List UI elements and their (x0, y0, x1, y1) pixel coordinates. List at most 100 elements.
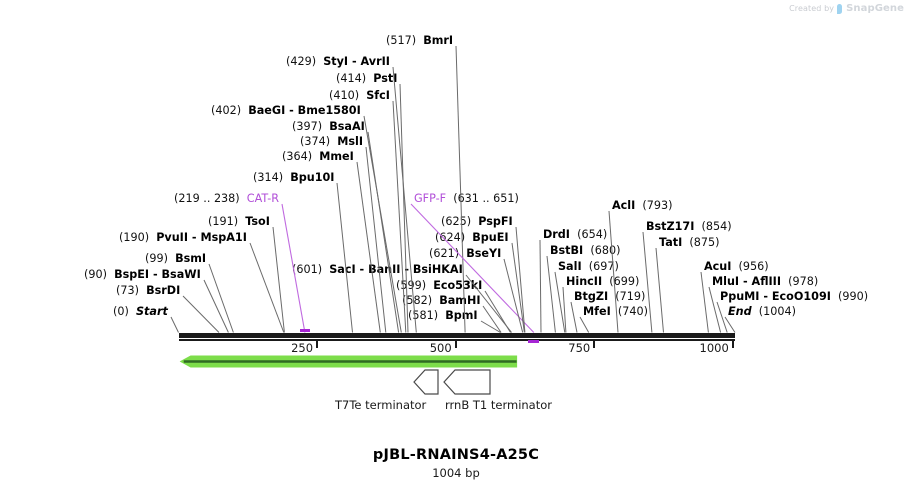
label-position: (719) (615, 290, 646, 303)
enzyme-label-btgzi[interactable]: BtgZI (719) (574, 291, 645, 303)
enzyme-label-bpmi[interactable]: (581) BpmI (408, 310, 478, 322)
label-name: BstZ17I (646, 220, 695, 233)
ruler-tick-250 (316, 339, 319, 348)
enzyme-label-cat-r[interactable]: (219 .. 238) CAT-R (174, 193, 279, 205)
ruler-tick-500 (454, 339, 457, 348)
enzyme-label-pspfi[interactable]: (625) PspFI (441, 216, 513, 228)
label-name: AcuI (704, 260, 732, 273)
leader-line-bsrdi (182, 295, 220, 333)
enzyme-label-mlui-afliii[interactable]: MluI - AflIII (978) (712, 276, 818, 288)
leader-line-pspfi (515, 226, 526, 333)
enzyme-label-sfci[interactable]: (410) SfcI (329, 90, 390, 102)
enzyme-label-msli[interactable]: (374) MslI (300, 136, 363, 148)
label-name: SacI (329, 263, 356, 276)
leader-line-bsmi (208, 263, 234, 333)
enzyme-label-bstbi[interactable]: BstBI (680) (550, 245, 620, 257)
label-name: SfcI (366, 89, 390, 102)
enzyme-label-bpu10i[interactable]: (314) Bpu10I (253, 172, 334, 184)
snapgene-watermark: Created by SnapGene (789, 3, 904, 14)
leader-line-acui (700, 271, 709, 333)
enzyme-label-hincii[interactable]: HincII (699) (566, 276, 639, 288)
label-name: MmeI (319, 150, 354, 163)
label-position: (517) (386, 34, 417, 47)
label-position: (631 .. 651) (453, 192, 519, 205)
enzyme-label-bspei-bsawi[interactable]: (90) BspEI - BsaWI (84, 269, 201, 281)
enzyme-label-drdi[interactable]: DrdI (654) (543, 229, 607, 241)
enzyme-label-mfei[interactable]: MfeI (740) (583, 306, 648, 318)
leader-line-start (170, 316, 179, 333)
enzyme-label-bamhi[interactable]: (582) BamHI (402, 295, 480, 307)
label-name: EcoO109I (771, 290, 831, 303)
enzyme-label-gfp-f[interactable]: GFP-F (631 .. 651) (414, 193, 519, 205)
label-name: HincII (566, 275, 603, 288)
enzyme-label-bsrdi[interactable]: (73) BsrDI (116, 285, 180, 297)
label-name: CAT-R (246, 192, 280, 205)
label-name: BsmI (175, 252, 207, 265)
label-name: Eco53kI (433, 279, 483, 292)
enzyme-label-psti[interactable]: (414) PstI (336, 73, 397, 85)
enzyme-label-ppumi-ecoo109i[interactable]: PpuMI - EcoO109I (990) (720, 291, 868, 303)
label-name: Start (135, 305, 168, 318)
leader-line-hincii (562, 286, 567, 333)
label-name: DrdI (543, 228, 570, 241)
label-position: (956) (738, 260, 769, 273)
leader-line-baegi-bme (363, 115, 402, 333)
enzyme-label-bstz17i[interactable]: BstZ17I (854) (646, 221, 732, 233)
label-name: BspEI (114, 268, 150, 281)
plasmid-length: 1004 bp (432, 466, 480, 480)
label-position: (429) (286, 55, 317, 68)
label-name: Bpu10I (290, 171, 335, 184)
label-name: BanII (368, 263, 401, 276)
primer-bar-cat-r-bar[interactable] (299, 329, 311, 332)
enzyme-label-bmri[interactable]: (517) BmrI (386, 35, 453, 47)
label-name: BsaAI (329, 120, 365, 133)
enzyme-label-acli[interactable]: AclI (793) (612, 200, 673, 212)
label-position: (978) (788, 275, 819, 288)
label-name: BsrDI (146, 284, 181, 297)
enzyme-label-baegi-bme[interactable]: (402) BaeGI - Bme1580I (211, 105, 361, 117)
label-name: TsoI (245, 215, 270, 228)
label-position: (0) (113, 305, 129, 318)
enzyme-label-acui[interactable]: AcuI (956) (704, 261, 769, 273)
leader-line-bspei-bsawi (203, 279, 229, 333)
enzyme-label-bseyi[interactable]: (621) BseYI (429, 248, 501, 260)
enzyme-label-saci-banii-bsihkai[interactable]: (601) SacI - BanII - BsiHKAI (292, 264, 463, 276)
plasmid-title: pJBL-RNAINS4-A25C (372, 447, 540, 463)
leader-line-bpuei (511, 242, 525, 333)
label-position: (581) (408, 309, 439, 322)
label-name: BstBI (550, 244, 584, 257)
enzyme-label-mmei[interactable]: (364) MmeI (282, 151, 354, 163)
label-position: (1004) (758, 305, 796, 318)
enzyme-label-bsaai[interactable]: (397) BsaAI (292, 121, 365, 133)
enzyme-label-start[interactable]: (0) Start (113, 306, 168, 318)
label-position: (740) (617, 305, 648, 318)
leader-line-bpu10i (336, 182, 353, 333)
enzyme-label-styi-avrii[interactable]: (429) StyI - AvrII (286, 56, 390, 68)
leader-line-bseyi (503, 258, 524, 333)
enzyme-label-sali[interactable]: SalI (697) (558, 261, 619, 273)
label-name: MluI (712, 275, 740, 288)
label-position: (190) (119, 231, 150, 244)
enzyme-label-eco53ki[interactable]: (599) Eco53kI (396, 280, 482, 292)
label-name: StyI (323, 55, 349, 68)
label-position: (599) (396, 279, 427, 292)
label-position: (582) (402, 294, 433, 307)
leader-line-tsoi (272, 226, 285, 333)
leader-line-mfei (579, 316, 590, 333)
enzyme-label-tati[interactable]: TatI (875) (659, 237, 719, 249)
watermark-prefix: Created by (789, 4, 835, 13)
label-separator: - (355, 263, 369, 276)
label-position: (624) (435, 231, 466, 244)
label-name: BsiHKAI (412, 263, 463, 276)
leader-line-ppumi-ecoo109i (716, 301, 728, 333)
enzyme-label-end[interactable]: End (1004) (728, 306, 796, 318)
enzyme-label-bpuei[interactable]: (624) BpuEI (435, 232, 509, 244)
enzyme-label-tsoi[interactable]: (191) TsoI (208, 216, 270, 228)
label-position: (793) (642, 199, 673, 212)
enzyme-label-bsmi[interactable]: (99) BsmI (145, 253, 206, 265)
primer-bar-gfp-f-bar[interactable] (528, 340, 540, 343)
label-position: (601) (292, 263, 323, 276)
enzyme-label-pvuii-mspa1i[interactable]: (190) PvuII - MspA1I (119, 232, 247, 244)
label-position: (410) (329, 89, 360, 102)
label-name: BpuEI (472, 231, 509, 244)
